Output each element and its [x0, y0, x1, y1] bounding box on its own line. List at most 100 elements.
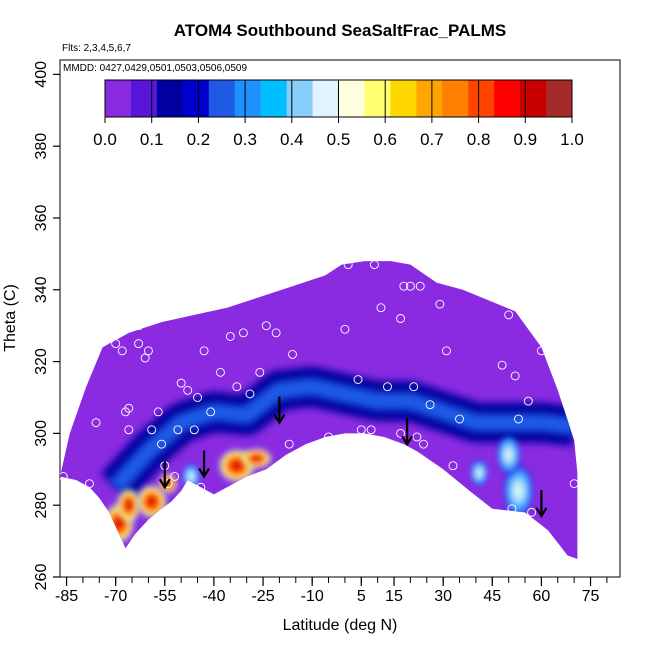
observation-point	[176, 378, 186, 388]
high-fraction-spot	[115, 487, 142, 524]
x-tick-label: -10	[301, 588, 324, 605]
y-tick-label: 360	[33, 205, 50, 232]
colorbar-segment	[312, 80, 339, 117]
high-fraction-spot	[469, 458, 490, 488]
observation-point	[284, 439, 294, 449]
profile-arrow	[401, 418, 414, 447]
observation-point	[356, 425, 366, 435]
flights-subtitle: Flts: 2,3,4,5,6,7	[62, 43, 131, 54]
observation-point	[419, 439, 428, 449]
high-fraction-spot	[181, 462, 201, 491]
observation-point	[199, 346, 209, 356]
observation-point	[536, 346, 546, 356]
observation-point	[543, 310, 553, 320]
observation-point	[396, 428, 406, 438]
colorbar-segment	[338, 80, 365, 117]
observation-point	[111, 339, 121, 349]
observation-point	[527, 507, 537, 517]
colorbar-tick-label: 0.8	[467, 130, 491, 149]
colorbar-segment	[364, 80, 391, 117]
observation-point	[435, 299, 445, 309]
observation-point	[455, 414, 464, 424]
y-tick-label: 320	[33, 348, 50, 375]
colorbar-segment	[208, 80, 236, 117]
observation-point	[340, 324, 350, 334]
plot-frame	[59, 59, 621, 578]
observation-point	[261, 321, 271, 331]
x-tick-label: 5	[357, 588, 366, 605]
observation-point	[124, 425, 134, 435]
profile-arrow	[273, 396, 286, 425]
observation-point	[514, 414, 523, 424]
observation-point	[481, 507, 491, 517]
observation-point	[114, 317, 124, 327]
colorbar-tick-label: 0.0	[93, 130, 117, 149]
observation-point	[117, 346, 127, 356]
observation-point	[245, 389, 255, 399]
x-tick-label: -55	[153, 588, 176, 605]
mid-fraction-band	[109, 377, 576, 494]
colorbar-segment	[234, 80, 262, 117]
observation-point	[206, 407, 216, 417]
observation-point	[448, 461, 458, 471]
observation-point	[134, 339, 144, 349]
observation-point	[124, 403, 134, 413]
observation-point	[366, 425, 376, 435]
observation-point	[238, 328, 248, 338]
y-tick-label: 340	[33, 276, 50, 303]
y-axis-label: Theta (C)	[2, 284, 19, 352]
colorbar-segment	[390, 80, 417, 117]
observation-point	[271, 328, 281, 338]
chart-title: ATOM4 Southbound SeaSaltFrac_PALMS	[174, 21, 506, 40]
observation-point	[140, 353, 150, 363]
observation-point	[412, 432, 422, 442]
colorbar-segment	[156, 80, 184, 117]
dates-subtitle: MMDD: 0427,0429,0501,0503,0506,0509	[63, 63, 247, 74]
observation-point	[523, 396, 533, 406]
colorbar-tick-label: 0.3	[233, 130, 257, 149]
observation-point	[196, 482, 206, 492]
y-tick-label: 300	[33, 420, 50, 447]
observation-point	[157, 439, 166, 449]
observation-point	[189, 425, 199, 435]
y-axis: 260 280 300 320 340 360 380 400	[33, 61, 60, 590]
observation-point	[143, 346, 153, 356]
observation-point	[60, 472, 68, 481]
observation-point	[81, 353, 91, 363]
x-tick-label: 60	[533, 588, 551, 605]
observation-point	[104, 328, 114, 338]
observation-point	[193, 393, 202, 402]
colorbar-tick-label: 0.9	[513, 130, 537, 149]
x-tick-label: 75	[582, 588, 600, 605]
observation-point	[173, 425, 183, 435]
observation-point	[225, 332, 235, 341]
observation-point	[441, 346, 451, 356]
observation-point	[216, 367, 225, 377]
x-tick-label: 45	[483, 588, 501, 605]
colorbar-tick-label: 0.2	[187, 130, 211, 149]
observation-point	[153, 407, 163, 417]
observation-point	[376, 303, 386, 313]
observation-point	[324, 432, 333, 442]
observation-point	[569, 479, 579, 489]
x-axis: -85 -70 -55 -40 -25 -10 5 15 30 45 60 75	[55, 577, 608, 605]
colorbar-segment	[494, 80, 521, 117]
observation-point	[409, 382, 419, 392]
colorbar: 0.0 0.1 0.2 0.3 0.4 0.5 0.6 0.7 0.8 0.9 1.0	[93, 79, 584, 149]
colorbar-tick-label: 0.6	[373, 130, 397, 149]
observation-point	[405, 281, 415, 291]
observation-point	[134, 321, 144, 331]
observation-point	[91, 418, 101, 428]
high-fraction-spot	[240, 447, 273, 470]
observation-point	[85, 479, 94, 489]
colorbar-segment	[286, 80, 314, 117]
observation-point	[396, 314, 406, 323]
y-tick-label: 380	[33, 133, 50, 160]
colorbar-segment	[130, 80, 158, 117]
colorbar-segment	[416, 80, 443, 117]
observation-point	[504, 310, 514, 320]
colorbar-tick-label: 1.0	[560, 130, 584, 149]
colorbar-segment	[260, 80, 288, 117]
profile-arrow	[198, 450, 211, 479]
